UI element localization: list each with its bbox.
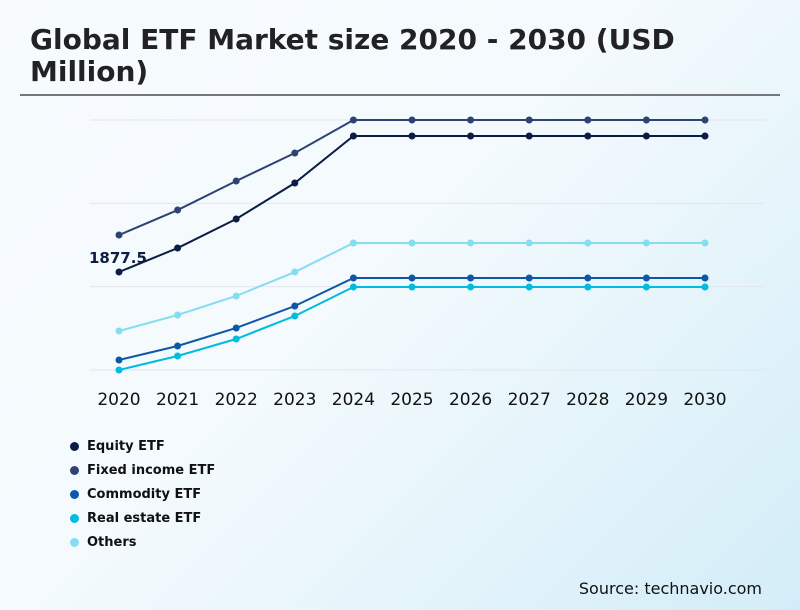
- data-point: [174, 311, 182, 319]
- data-point: [525, 239, 533, 247]
- data-point: [701, 283, 709, 291]
- legend-item: Commodity ETF: [70, 482, 215, 506]
- data-point: [584, 132, 592, 140]
- series-line: [118, 286, 705, 371]
- series-line: [118, 135, 705, 273]
- data-point: [291, 179, 299, 187]
- data-point: [115, 231, 123, 239]
- data-point: [408, 132, 416, 140]
- data-point: [467, 274, 475, 282]
- data-point: [349, 283, 357, 291]
- data-point: [291, 312, 299, 320]
- x-tick-label: 2023: [273, 390, 316, 410]
- data-point: [525, 116, 533, 124]
- x-tick-label: 2020: [97, 390, 140, 410]
- data-point: [115, 356, 123, 364]
- data-point: [349, 239, 357, 247]
- data-point: [467, 116, 475, 124]
- legend-dot-icon: [70, 441, 79, 451]
- data-point: [232, 335, 240, 343]
- data-point: [467, 132, 475, 140]
- data-point: [232, 324, 240, 332]
- legend-label: Equity ETF: [87, 438, 165, 454]
- data-label: 1877.5: [89, 249, 147, 267]
- data-point: [584, 283, 592, 291]
- source-note: Source: technavio.com: [578, 579, 762, 598]
- data-point: [291, 302, 299, 310]
- legend-label: Commodity ETF: [87, 486, 202, 502]
- data-point: [701, 239, 709, 247]
- data-point: [584, 116, 592, 124]
- legend-item: Fixed income ETF: [70, 458, 215, 482]
- data-point: [701, 274, 709, 282]
- x-tick-label: 2028: [566, 390, 609, 410]
- data-point: [525, 283, 533, 291]
- data-point: [701, 132, 709, 140]
- legend-item: Real estate ETF: [70, 506, 215, 530]
- legend-dot-icon: [70, 537, 79, 547]
- data-point: [115, 268, 123, 276]
- data-point: [115, 366, 123, 374]
- data-point: [467, 239, 475, 247]
- data-point: [642, 283, 650, 291]
- legend-item: Equity ETF: [70, 434, 215, 458]
- data-point: [232, 292, 240, 300]
- data-point: [525, 132, 533, 140]
- x-tick-label: 2024: [332, 390, 375, 410]
- title-divider: [20, 94, 780, 96]
- data-point: [642, 274, 650, 282]
- data-point: [349, 116, 357, 124]
- data-point: [349, 132, 357, 140]
- data-point: [408, 283, 416, 291]
- data-point: [115, 327, 123, 335]
- x-tick-label: 2022: [215, 390, 258, 410]
- data-point: [408, 274, 416, 282]
- chart-title: Global ETF Market size 2020 - 2030 (USD …: [30, 23, 675, 88]
- data-point: [642, 116, 650, 124]
- x-tick-label: 2026: [449, 390, 492, 410]
- data-point: [408, 116, 416, 124]
- data-point: [584, 274, 592, 282]
- x-tick-label: 2027: [508, 390, 551, 410]
- x-tick-label: 2030: [683, 390, 726, 410]
- data-point: [174, 342, 182, 350]
- legend-item: Others: [70, 530, 215, 554]
- legend-dot-icon: [70, 465, 79, 475]
- data-point: [291, 149, 299, 157]
- data-point: [349, 274, 357, 282]
- data-point: [174, 206, 182, 214]
- legend-label: Others: [87, 534, 137, 550]
- legend-label: Real estate ETF: [87, 510, 202, 526]
- data-point: [701, 116, 709, 124]
- x-tick-label: 2025: [390, 390, 433, 410]
- x-tick-label: 2021: [156, 390, 199, 410]
- data-point: [525, 274, 533, 282]
- data-point: [467, 283, 475, 291]
- data-point: [408, 239, 416, 247]
- legend: Equity ETF Fixed income ETF Commodity ETF R…: [70, 434, 215, 554]
- data-point: [232, 177, 240, 185]
- line-chart: 2020 2021 2022 2023 2024 2025 2026 2027 2028 2029…: [89, 116, 765, 410]
- legend-label: Fixed income ETF: [87, 462, 216, 478]
- x-tick-label: 2029: [625, 390, 668, 410]
- data-point: [642, 239, 650, 247]
- data-point: [642, 132, 650, 140]
- legend-dot-icon: [70, 489, 79, 499]
- data-point: [174, 244, 182, 252]
- data-point: [232, 215, 240, 223]
- data-point: [174, 352, 182, 360]
- legend-dot-icon: [70, 513, 79, 523]
- data-point: [584, 239, 592, 247]
- data-point: [291, 268, 299, 276]
